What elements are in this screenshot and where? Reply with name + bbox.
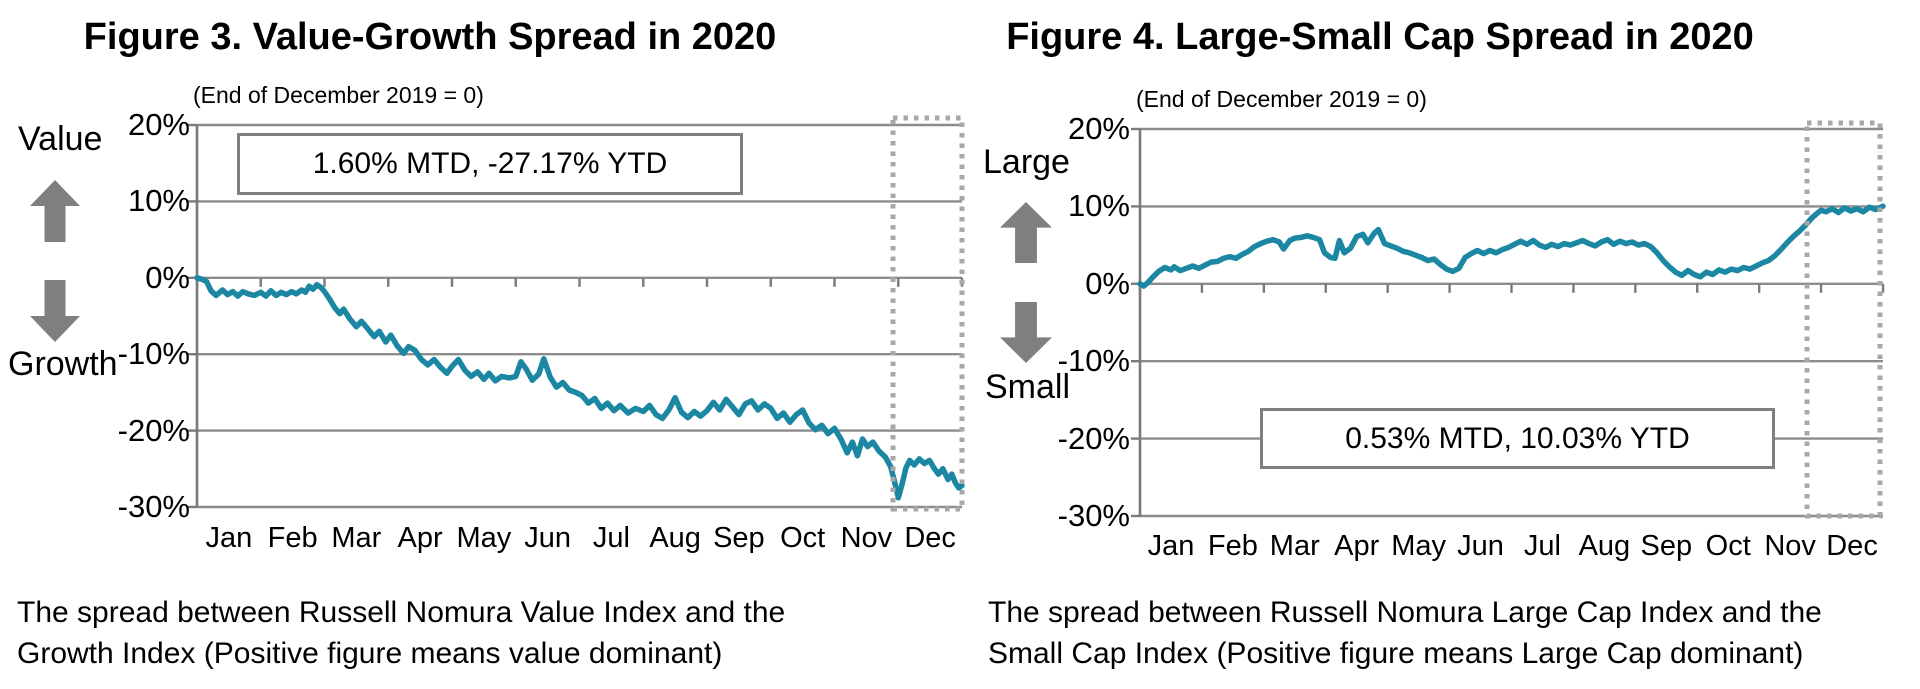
- y-axis-label: -20%: [1057, 420, 1130, 456]
- december-highlight-box: [1804, 120, 1883, 519]
- figure-4-title: Figure 4. Large-Small Cap Spread in 2020: [1006, 16, 1754, 58]
- x-axis-label: Aug: [1578, 530, 1631, 562]
- x-axis-label: Mar: [1269, 530, 1320, 562]
- y-axis-label: 20%: [127, 107, 190, 142]
- x-axis-label: May: [1391, 530, 1447, 562]
- x-axis-label: Jun: [524, 522, 572, 554]
- figure-3-caption-line1: The spread between Russell Nomura Value …: [17, 596, 786, 629]
- y-axis-label: -20%: [117, 412, 190, 448]
- y-axis-label: -10%: [117, 336, 190, 372]
- figure-4-upper-axis-label: Large: [983, 143, 1070, 181]
- y-axis-label: 0%: [1085, 265, 1130, 301]
- x-axis-label: Sep: [1640, 530, 1693, 562]
- x-axis-label: May: [456, 522, 512, 554]
- figure-4-annotation-text: 0.53% MTD, 10.03% YTD: [1345, 421, 1690, 455]
- x-axis-label: Feb: [267, 522, 318, 554]
- y-axis-label: 20%: [1067, 111, 1130, 146]
- figure-3-plot: [188, 115, 965, 512]
- x-axis-label: Dec: [1826, 530, 1878, 562]
- x-axis-label: Jan: [1147, 530, 1195, 562]
- figure-3-annotation-box: 1.60% MTD, -27.17% YTD: [237, 133, 743, 195]
- figure-3-title: Figure 3. Value-Growth Spread in 2020: [83, 16, 777, 58]
- figure-4-caption-line2: Small Cap Index (Positive figure means L…: [988, 637, 1804, 670]
- spread-line-series: [1137, 203, 1886, 289]
- figure-4-lower-axis-label: Small: [985, 368, 1071, 406]
- x-axis-label: Feb: [1207, 530, 1258, 562]
- spread-line-series: [194, 275, 965, 501]
- x-axis-label: Jul: [592, 522, 630, 554]
- figure-4-caption: The spread between Russell Nomura Large …: [988, 592, 1822, 674]
- y-axis-label: 0%: [145, 259, 190, 295]
- figure-3-annotation-text: 1.60% MTD, -27.17% YTD: [312, 147, 668, 180]
- x-axis-label: Nov: [1764, 530, 1816, 562]
- x-axis-label: Nov: [840, 522, 893, 554]
- figure-3-upper-axis-label: Value: [18, 120, 103, 158]
- y-axis-label: -30%: [117, 489, 190, 524]
- figure-3-caption-line2: Growth Index (Positive figure means valu…: [17, 637, 723, 670]
- december-highlight-box: [890, 115, 965, 512]
- x-axis-label: Dec: [904, 522, 956, 554]
- figure-3-subtitle: (End of December 2019 = 0): [193, 82, 484, 108]
- x-axis-label: Oct: [1705, 530, 1751, 562]
- x-axis-label: Apr: [1334, 530, 1380, 562]
- x-axis-label: Jul: [1523, 530, 1561, 562]
- x-axis-label: Jun: [1457, 530, 1504, 562]
- x-axis-label: Aug: [649, 522, 701, 554]
- y-axis-label: -30%: [1057, 498, 1130, 533]
- y-axis-label: 10%: [127, 183, 190, 219]
- figure-3-lower-axis-label: Growth: [8, 345, 118, 383]
- figure-4-subtitle: (End of December 2019 = 0): [1136, 86, 1427, 112]
- x-axis-label: Oct: [780, 522, 826, 554]
- x-axis-label: Mar: [331, 522, 382, 554]
- x-axis-label: Jan: [205, 522, 253, 554]
- figure-4-annotation-box: 0.53% MTD, 10.03% YTD: [1260, 408, 1775, 469]
- figure-4-caption-line1: The spread between Russell Nomura Large …: [988, 596, 1822, 629]
- x-axis-label: Sep: [713, 522, 765, 554]
- y-axis-label: 10%: [1067, 188, 1130, 224]
- y-axis-label: -10%: [1057, 343, 1130, 379]
- x-axis-label: Apr: [397, 522, 443, 554]
- figure-3-caption: The spread between Russell Nomura Value …: [17, 592, 785, 674]
